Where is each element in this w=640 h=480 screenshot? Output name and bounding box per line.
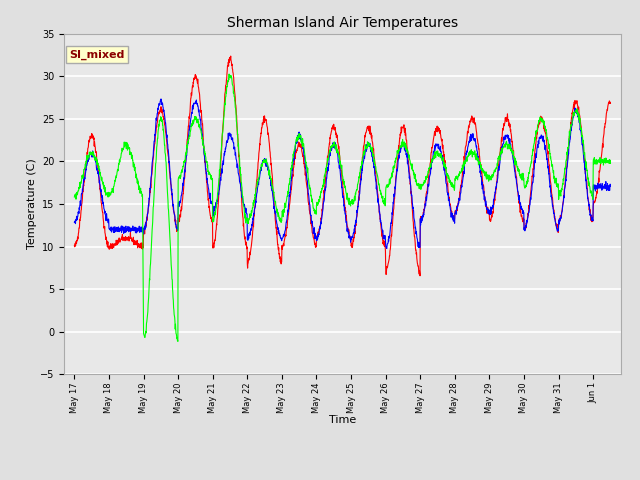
Text: SI_mixed: SI_mixed (70, 49, 125, 60)
Y-axis label: Temperature (C): Temperature (C) (27, 158, 37, 250)
Title: Sherman Island Air Temperatures: Sherman Island Air Temperatures (227, 16, 458, 30)
X-axis label: Time: Time (329, 416, 356, 425)
